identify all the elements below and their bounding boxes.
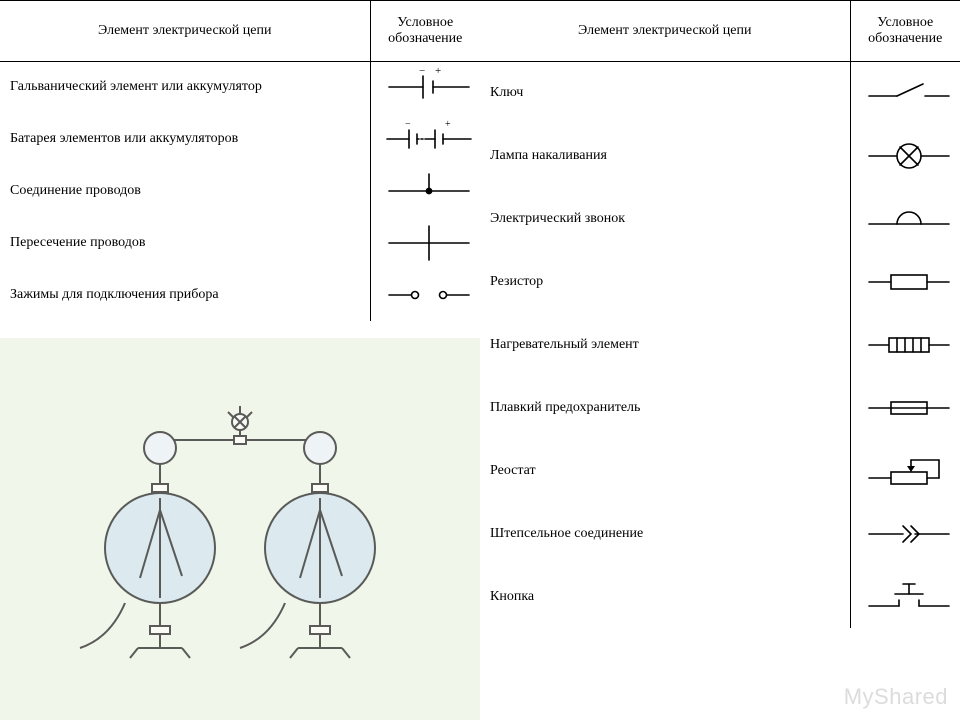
left-tbody: Гальванический элемент или аккумулятор−+… [0,61,480,321]
left-row-label: Зажимы для подключения прибора [0,269,370,321]
right-row-label: Лампа накаливания [480,124,850,187]
left-header-element: Элемент электрической цепи [0,1,370,61]
symbol-lamp-icon [850,124,960,187]
svg-text:−: − [405,119,411,130]
right-row-label: Кнопка [480,565,850,628]
symbol-button-icon [850,565,960,628]
right-row-label: Нагревательный элемент [480,313,850,376]
electroscope-illustration [0,338,480,720]
right-row: Электрический звонок [480,187,960,250]
right-row: Плавкий предохранитель [480,376,960,439]
electroscope-svg [70,398,410,668]
left-row: Гальванический элемент или аккумулятор−+ [0,61,480,113]
right-header-element: Элемент электрической цепи [480,1,850,61]
left-row-label: Пересечение проводов [0,217,370,269]
left-row: Зажимы для подключения прибора [0,269,480,321]
symbol-terminals-icon [370,269,480,321]
right-row: Резистор [480,250,960,313]
svg-text:−: − [419,66,425,77]
symbol-bell-icon [850,187,960,250]
right-row: Лампа накаливания [480,124,960,187]
symbol-rheostat-icon [850,439,960,502]
symbol-junction-icon [370,165,480,217]
left-row-label: Гальванический элемент или аккумулятор [0,61,370,113]
symbol-switch-icon [850,61,960,124]
right-row: Ключ [480,61,960,124]
left-row: Пересечение проводов [0,217,480,269]
symbol-cell-icon: −+ [370,61,480,113]
right-row-label: Ключ [480,61,850,124]
svg-text:+: + [445,119,451,130]
watermark-text: MyShared [844,684,948,710]
right-row: Штепсельное соединение [480,502,960,565]
right-header-symbol: Условное обозначение [850,1,960,61]
right-row-label: Реостат [480,439,850,502]
left-row-label: Батарея элементов или аккумуляторов [0,113,370,165]
right-row-label: Резистор [480,250,850,313]
right-row-label: Электрический звонок [480,187,850,250]
symbol-cross-icon [370,217,480,269]
right-row: Кнопка [480,565,960,628]
left-table: Элемент электрической цепи Условное обоз… [0,1,480,321]
left-header-symbol: Условное обозначение [370,1,480,61]
right-table: Элемент электрической цепи Условное обоз… [480,1,960,628]
left-row: Соединение проводов [0,165,480,217]
right-row: Нагревательный элемент [480,313,960,376]
symbol-heater-icon [850,313,960,376]
right-row-label: Плавкий предохранитель [480,376,850,439]
symbol-resistor-icon [850,250,960,313]
left-row: Батарея элементов или аккумуляторов−+ [0,113,480,165]
right-tbody: КлючЛампа накаливанияЭлектрический звоно… [480,61,960,628]
right-table-wrap: Элемент электрической цепи Условное обоз… [480,0,960,628]
right-row-label: Штепсельное соединение [480,502,850,565]
symbol-plug-icon [850,502,960,565]
left-row-label: Соединение проводов [0,165,370,217]
symbol-battery-icon: −+ [370,113,480,165]
symbol-fuse-icon [850,376,960,439]
svg-text:+: + [435,66,441,77]
right-row: Реостат [480,439,960,502]
